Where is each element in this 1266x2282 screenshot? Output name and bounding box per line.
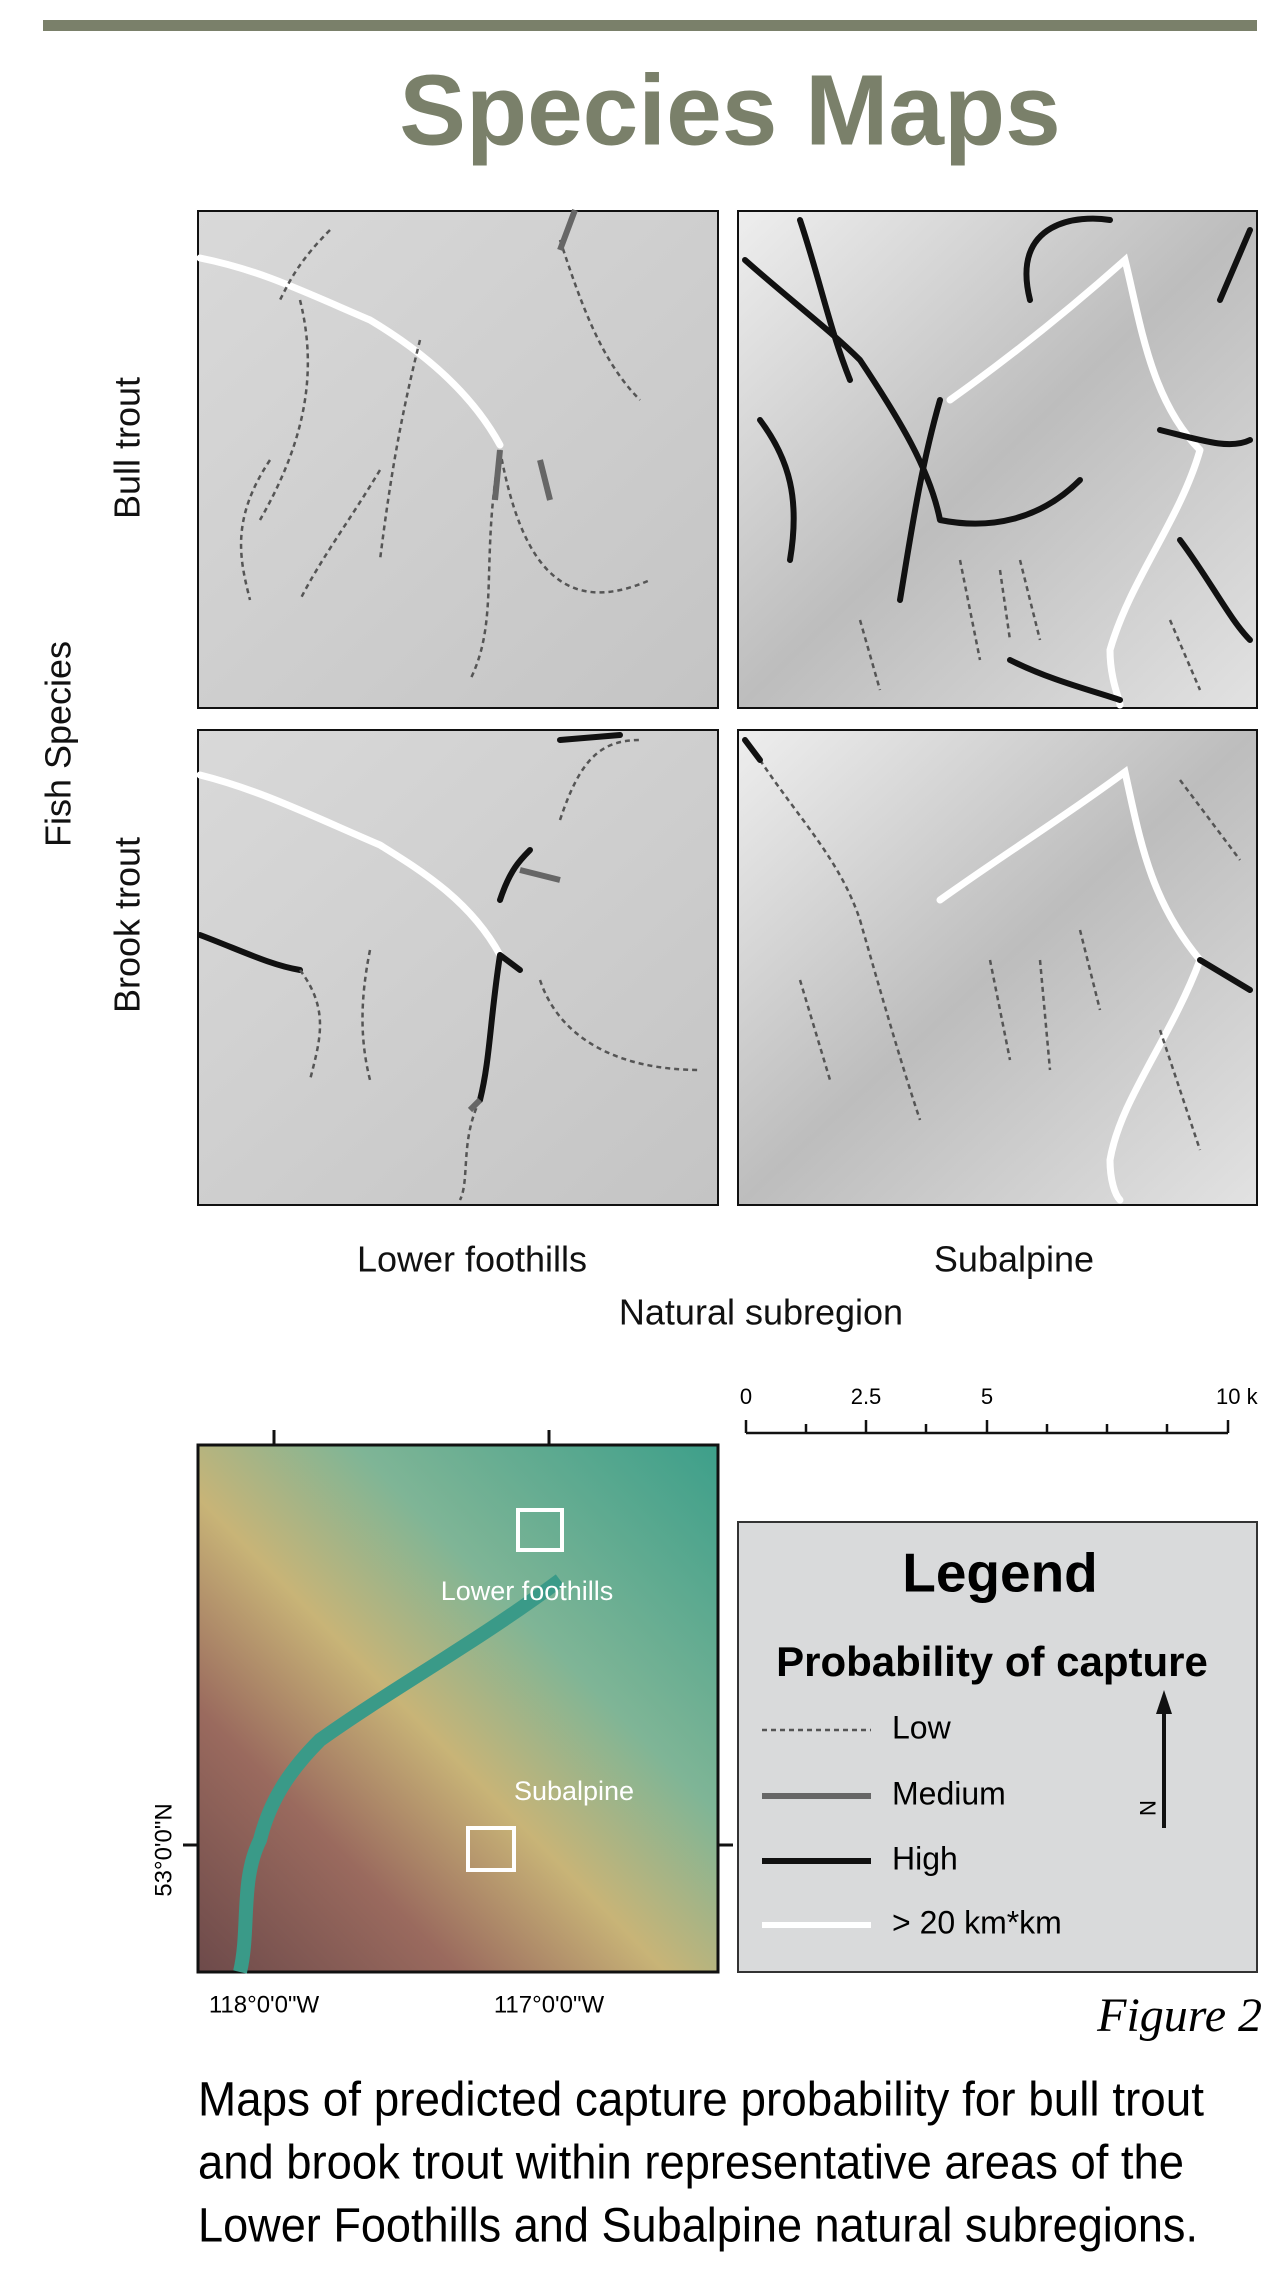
column-label: Subalpine	[934, 1239, 1094, 1280]
map-label: Subalpine	[514, 1776, 634, 1806]
legend-item: > 20 km*km	[892, 1904, 1062, 1940]
scale-label: 2.5	[851, 1384, 882, 1409]
column-axis-label: Natural subregion	[619, 1292, 903, 1333]
scale-label: 0	[740, 1384, 752, 1409]
legend-item: High	[892, 1840, 958, 1876]
longitude-label: 117°0'0"W	[494, 1991, 605, 2018]
legend-title: Legend	[902, 1542, 1098, 1604]
page: {"title": "Species Maps", "row_axis_labe…	[0, 0, 1266, 2277]
panel-brook-lower	[198, 730, 718, 1205]
caption-line: Lower Foothills and Subalpine natural su…	[198, 2200, 1198, 2253]
top-rule	[43, 20, 1257, 31]
legend-item: Low	[892, 1709, 952, 1745]
column-label: Lower foothills	[357, 1239, 587, 1280]
overview-map	[183, 1430, 733, 1972]
figure: Species Maps Bull trout Brook trout Fish…	[0, 0, 1266, 2277]
caption-line: and brook trout within representative ar…	[198, 2137, 1184, 2190]
legend-item: Medium	[892, 1775, 1006, 1811]
panel-bull-subalpine	[738, 211, 1257, 708]
longitude-label: 118°0'0"W	[209, 1991, 320, 2018]
scale-label: 5	[981, 1384, 993, 1409]
panel-brook-subalpine	[738, 730, 1257, 1205]
row-axis-label: Fish Species	[38, 641, 79, 847]
scale-bar	[746, 1420, 1228, 1433]
figure-label: Figure 2	[1096, 1989, 1262, 2042]
row-label: Brook trout	[107, 837, 148, 1013]
row-label: Bull trout	[107, 377, 148, 519]
legend-subtitle: Probability of capture	[776, 1638, 1208, 1685]
scale-label: 10 k	[1216, 1384, 1259, 1409]
north-label: N	[1135, 1800, 1160, 1816]
caption-line: Maps of predicted capture probability fo…	[198, 2074, 1204, 2127]
latitude-label: 53°0'0"N	[150, 1803, 177, 1896]
map-label: Lower foothills	[441, 1576, 614, 1606]
panel-bull-lower	[198, 210, 718, 708]
title: Species Maps	[399, 54, 1060, 166]
